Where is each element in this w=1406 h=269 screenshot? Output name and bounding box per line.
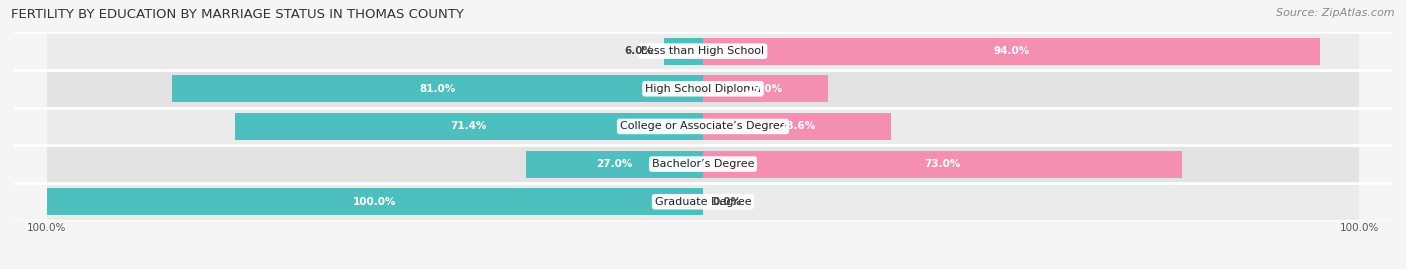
- Text: 100.0%: 100.0%: [353, 197, 396, 207]
- Text: High School Diploma: High School Diploma: [645, 84, 761, 94]
- Bar: [703, 151, 1182, 178]
- Text: 6.0%: 6.0%: [624, 46, 654, 56]
- Text: 81.0%: 81.0%: [419, 84, 456, 94]
- Bar: [703, 75, 828, 102]
- Legend: Married, Unmarried: Married, Unmarried: [617, 264, 789, 269]
- Bar: [703, 38, 1320, 65]
- Bar: [235, 113, 703, 140]
- Bar: [46, 188, 703, 215]
- Bar: [46, 145, 1360, 183]
- Text: Less than High School: Less than High School: [641, 46, 765, 56]
- Text: 28.6%: 28.6%: [779, 121, 815, 132]
- Bar: [664, 38, 703, 65]
- Text: 71.4%: 71.4%: [450, 121, 486, 132]
- Text: Source: ZipAtlas.com: Source: ZipAtlas.com: [1277, 8, 1395, 18]
- Text: Graduate Degree: Graduate Degree: [655, 197, 751, 207]
- Bar: [703, 113, 890, 140]
- Text: 19.0%: 19.0%: [747, 84, 783, 94]
- Text: 94.0%: 94.0%: [993, 46, 1029, 56]
- Text: College or Associate’s Degree: College or Associate’s Degree: [620, 121, 786, 132]
- Bar: [46, 70, 1360, 108]
- Text: 73.0%: 73.0%: [924, 159, 960, 169]
- Text: 0.0%: 0.0%: [713, 197, 742, 207]
- Text: FERTILITY BY EDUCATION BY MARRIAGE STATUS IN THOMAS COUNTY: FERTILITY BY EDUCATION BY MARRIAGE STATU…: [11, 8, 464, 21]
- Bar: [172, 75, 703, 102]
- Text: 27.0%: 27.0%: [596, 159, 633, 169]
- Text: Bachelor’s Degree: Bachelor’s Degree: [652, 159, 754, 169]
- Bar: [46, 183, 1360, 221]
- Bar: [46, 108, 1360, 145]
- Bar: [526, 151, 703, 178]
- Bar: [46, 32, 1360, 70]
